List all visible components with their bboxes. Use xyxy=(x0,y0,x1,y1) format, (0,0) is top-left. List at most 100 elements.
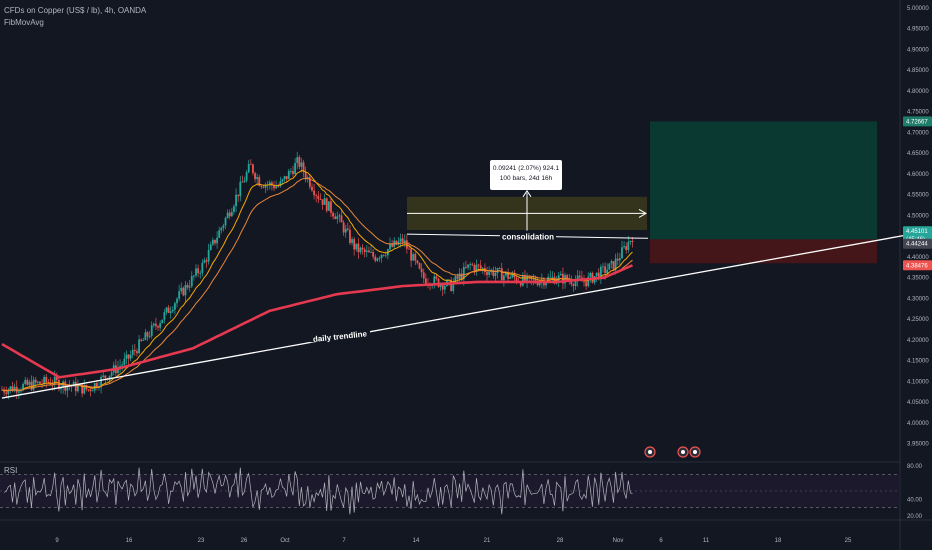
candle-body xyxy=(192,275,195,277)
candle-body xyxy=(334,216,337,220)
candle-body xyxy=(292,171,294,175)
candle-body xyxy=(365,250,368,252)
candle-body xyxy=(144,332,147,340)
candle-body xyxy=(336,216,339,220)
candle-body xyxy=(226,212,229,219)
ma-mid-line xyxy=(1,177,633,391)
candle-body xyxy=(102,375,105,377)
candle-body xyxy=(211,239,214,245)
candle-body xyxy=(302,162,305,172)
candle-body xyxy=(589,273,592,277)
candle-body xyxy=(363,249,366,252)
ma-slow-line xyxy=(1,264,634,379)
candle-body xyxy=(283,176,286,180)
candle-body xyxy=(629,241,632,243)
candle-body xyxy=(256,177,259,180)
candle-body xyxy=(621,247,623,259)
candle-body xyxy=(91,390,94,392)
x-tick-label: Oct xyxy=(280,538,290,544)
candle-body xyxy=(391,243,394,247)
rsi-tick-label: 40.00 xyxy=(907,497,923,503)
candle-body xyxy=(243,180,246,183)
candle-body xyxy=(481,268,484,269)
candle-body xyxy=(184,284,187,296)
candle-body xyxy=(258,177,261,187)
candle-body xyxy=(249,163,252,165)
candle-body xyxy=(3,389,6,393)
consolidation-label-bg xyxy=(500,230,556,242)
candle-body xyxy=(224,218,227,226)
candle-body xyxy=(138,339,140,354)
candle-body xyxy=(220,227,223,231)
candle-body xyxy=(319,198,322,200)
candle-body xyxy=(129,354,132,359)
measure-up-arrow xyxy=(522,189,532,198)
candle-body xyxy=(498,268,501,269)
candle-body xyxy=(422,272,425,279)
candle-body xyxy=(439,284,442,287)
candle-body xyxy=(24,379,27,385)
x-tick-label: 6 xyxy=(659,538,663,544)
candle-body xyxy=(357,243,360,253)
candle-body xyxy=(125,354,128,359)
y-tick-label: 4.85000 xyxy=(907,68,929,74)
candle-body xyxy=(460,273,463,280)
candle-body xyxy=(492,269,495,276)
candle-body xyxy=(437,278,440,287)
measure-arrow-head xyxy=(638,208,648,218)
candle-body xyxy=(585,282,588,287)
stop-price-tag: 4.38476 xyxy=(906,263,928,269)
candle-body xyxy=(127,354,130,359)
candle-body xyxy=(233,206,235,212)
candle-body xyxy=(178,291,181,299)
candle-body xyxy=(271,182,273,186)
y-tick-label: 4.15000 xyxy=(907,359,929,365)
candle-body xyxy=(340,215,343,223)
candle-body xyxy=(60,387,62,390)
candle-body xyxy=(327,201,330,211)
y-tick-label: 5.00000 xyxy=(907,6,929,12)
candle-body xyxy=(150,325,153,336)
trendline-label-bg xyxy=(310,330,370,343)
candle-body xyxy=(100,376,103,388)
candle-body xyxy=(566,275,569,280)
candle-body xyxy=(281,179,284,182)
candle-body xyxy=(576,275,579,281)
candle-body xyxy=(163,312,166,320)
candle-body xyxy=(545,282,547,286)
candle-body xyxy=(441,284,444,290)
x-tick-label: 21 xyxy=(484,538,491,544)
y-tick-label: 4.95000 xyxy=(907,27,929,33)
candle-body xyxy=(623,246,625,248)
stop-zone xyxy=(650,239,877,264)
candle-body xyxy=(538,281,541,286)
candle-body xyxy=(382,254,385,256)
event-markers[interactable] xyxy=(644,446,701,458)
candle-body xyxy=(95,383,98,388)
candle-body xyxy=(254,173,256,180)
rsi-pane: 80.00 40.00 20.00 xyxy=(0,464,923,520)
y-axis: 5.00000 4.95000 4.90000 4.85000 4.80000 4.750… xyxy=(899,0,929,550)
candle-body xyxy=(260,186,263,187)
measure-line-2: 100 bars, 24d 16h xyxy=(499,175,553,182)
candle-body xyxy=(195,268,197,276)
candle-body xyxy=(414,254,417,261)
candle-body xyxy=(557,275,560,281)
candle-body xyxy=(104,375,107,379)
candle-body xyxy=(157,326,159,328)
entry-price-tag: 4.44244 xyxy=(906,242,928,248)
candle-body xyxy=(39,381,41,384)
symbol-title: CFDs on Copper (US$ / lb), 4h, OANDA xyxy=(4,6,147,15)
entry-price-tag-bg xyxy=(903,238,932,249)
candle-body xyxy=(123,358,126,365)
candle-body xyxy=(209,244,212,250)
candle-body xyxy=(81,384,84,394)
candle-body xyxy=(475,264,478,271)
y-tick-label: 4.60000 xyxy=(907,172,929,178)
candle-body xyxy=(203,260,206,263)
candle-body xyxy=(433,276,436,286)
y-tick-label: 4.05000 xyxy=(907,400,929,406)
